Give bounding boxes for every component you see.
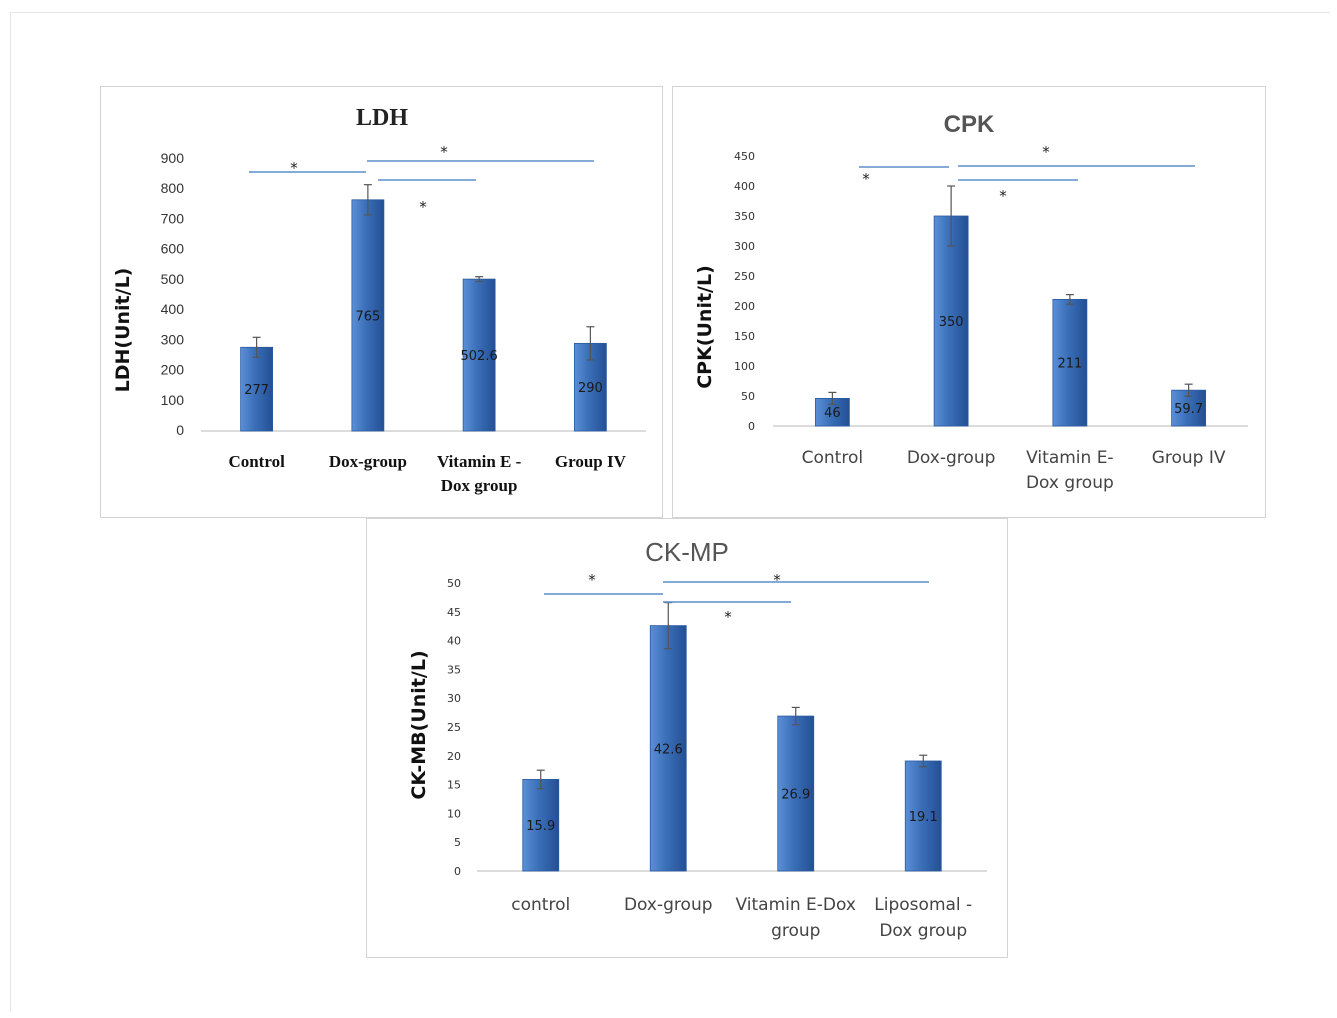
cpk-y-tick-label: 300	[734, 240, 755, 253]
cpk-y-tick-label: 200	[734, 300, 755, 313]
ldh-error-bar	[586, 326, 595, 361]
cpk-data-label: 350	[939, 315, 964, 330]
ckmb-bar	[649, 625, 687, 872]
ldh-y-tick-label: 400	[161, 301, 185, 317]
cpk-y-tick-label: 450	[734, 150, 755, 163]
cpk-chart: CPK CPK(Unit/L) 0 50 100 150 200 250 300 350 400 45…	[694, 111, 1248, 493]
ldh-x-category-label: Group IV	[555, 452, 627, 471]
ckmb-y-tick-label: 45	[447, 606, 461, 619]
ckmb-x-category-label: Liposomal -Dox group	[874, 895, 972, 941]
cpk-y-tick-label: 100	[734, 360, 755, 373]
ldh-y-tick-label: 600	[161, 241, 185, 257]
cpk-y-tick-label: 400	[734, 180, 755, 193]
ldh-chart-panel: LDH LDH(Unit/L) 0 100 200 300 400 500 600 700 800 9…	[100, 86, 663, 518]
ldh-y-tick-label: 500	[161, 271, 185, 287]
ldh-significance-star: *	[290, 159, 298, 177]
cpk-data-label: 46	[824, 406, 841, 421]
ckmb-chart-panel: CK-MP CK-MB(Unit/L) 0 5 10 15 20 25 30 35 40 45 50 15…	[366, 518, 1008, 958]
ckmb-significance-star: *	[588, 571, 596, 589]
ldh-error-bar	[475, 276, 484, 283]
ckmb-y-tick-label: 10	[447, 807, 461, 820]
ldh-x-category-label: Control	[228, 452, 285, 471]
ldh-bar	[240, 346, 274, 432]
ldh-data-label: 290	[578, 381, 603, 396]
ckmb-x-category-label: control	[511, 895, 570, 915]
cpk-y-tick-label: 250	[734, 270, 755, 283]
ldh-y-tick-label: 200	[161, 362, 185, 378]
ldh-y-tick-label: 0	[176, 422, 184, 438]
ldh-y-tick-label: 800	[161, 180, 185, 196]
ckmb-error-bar	[536, 769, 545, 790]
cpk-chart-panel: CPK CPK(Unit/L) 0 50 100 150 200 250 300 350 400 45…	[672, 86, 1266, 518]
ldh-y-tick-label: 100	[161, 392, 185, 408]
ldh-chart: LDH LDH(Unit/L) 0 100 200 300 400 500 600 700 800 9…	[112, 105, 646, 495]
cpk-bar	[1052, 298, 1088, 427]
ckmb-y-tick-label: 0	[454, 865, 461, 878]
ckmb-bar	[777, 715, 815, 872]
cpk-y-tick-label: 0	[748, 420, 755, 433]
ckmb-y-tick-label: 5	[454, 836, 461, 849]
cpk-x-category-label: Dox-group	[907, 448, 996, 468]
cpk-y-tick-label: 350	[734, 210, 755, 223]
cpk-y-tick-label: 150	[734, 330, 755, 343]
cpk-error-bar	[828, 391, 837, 405]
ldh-data-label: 502.6	[461, 349, 498, 364]
cpk-y-tick-label: 50	[741, 390, 755, 403]
cpk-error-bar	[1184, 383, 1193, 397]
ckmb-x-category-label: Dox-group	[624, 895, 713, 915]
cpk-significance-star: *	[1042, 143, 1050, 161]
ldh-x-category-label: Dox-group	[329, 452, 407, 471]
ckmb-y-tick-label: 25	[447, 721, 461, 734]
cpk-error-bar	[1065, 294, 1074, 305]
ldh-data-label: 765	[355, 309, 380, 324]
ckmb-bar	[522, 779, 560, 872]
ldh-y-tick-label: 700	[161, 210, 185, 226]
ckmb-significance-star: *	[724, 608, 732, 626]
cpk-significance-star: *	[862, 170, 870, 188]
ldh-y-tick-label: 900	[161, 150, 185, 166]
ldh-chart-title: LDH	[356, 105, 408, 131]
cpk-error-bar	[947, 185, 956, 247]
ckmb-significance-star: *	[773, 571, 781, 589]
ldh-x-category-label: Vitamin E -Dox group	[437, 452, 522, 495]
ldh-error-bar	[363, 184, 372, 216]
cpk-data-label: 59.7	[1174, 402, 1203, 417]
ckmb-y-tick-label: 35	[447, 663, 461, 676]
cpk-bar	[933, 215, 969, 427]
ckmb-data-label: 42.6	[654, 742, 683, 757]
cpk-x-category-label: Vitamin E-Dox group	[1026, 448, 1114, 493]
ldh-significance-star: *	[440, 143, 448, 161]
ldh-bar	[462, 278, 496, 432]
page-frame-top	[10, 12, 1330, 13]
cpk-x-category-label: Control	[802, 448, 863, 468]
ldh-y-tick-label: 300	[161, 331, 185, 347]
ckmb-y-tick-label: 50	[447, 577, 461, 590]
ckmb-error-bar	[919, 754, 928, 768]
ckmb-y-tick-label: 40	[447, 635, 461, 648]
ckmb-data-label: 26.9	[781, 788, 810, 803]
ckmb-y-tick-label: 20	[447, 750, 461, 763]
ldh-data-label: 277	[244, 383, 269, 398]
ckmb-y-tick-label: 30	[447, 692, 461, 705]
cpk-chart-title: CPK	[944, 111, 995, 138]
cpk-x-category-label: Group IV	[1152, 448, 1226, 468]
page-frame-left	[10, 12, 11, 1012]
cpk-data-label: 211	[1057, 357, 1082, 372]
ldh-bar	[351, 199, 385, 432]
ckmb-y-axis-label: CK-MB(Unit/L)	[408, 650, 430, 799]
ckmb-chart-title: CK-MP	[645, 537, 729, 567]
ckmb-y-tick-label: 15	[447, 779, 461, 792]
ldh-error-bar	[252, 336, 261, 358]
ldh-significance-star: *	[419, 198, 427, 216]
cpk-significance-star: *	[999, 187, 1007, 205]
ckmb-data-label: 19.1	[909, 810, 938, 825]
ckmb-error-bar	[791, 706, 800, 726]
cpk-y-axis-label: CPK(Unit/L)	[694, 265, 716, 389]
ckmb-chart: CK-MP CK-MB(Unit/L) 0 5 10 15 20 25 30 35 40 45 50 15…	[408, 537, 987, 941]
ckmb-data-label: 15.9	[526, 819, 555, 834]
ldh-y-axis-label: LDH(Unit/L)	[112, 268, 134, 393]
ckmb-x-category-label: Vitamin E-Dox group	[736, 895, 856, 941]
